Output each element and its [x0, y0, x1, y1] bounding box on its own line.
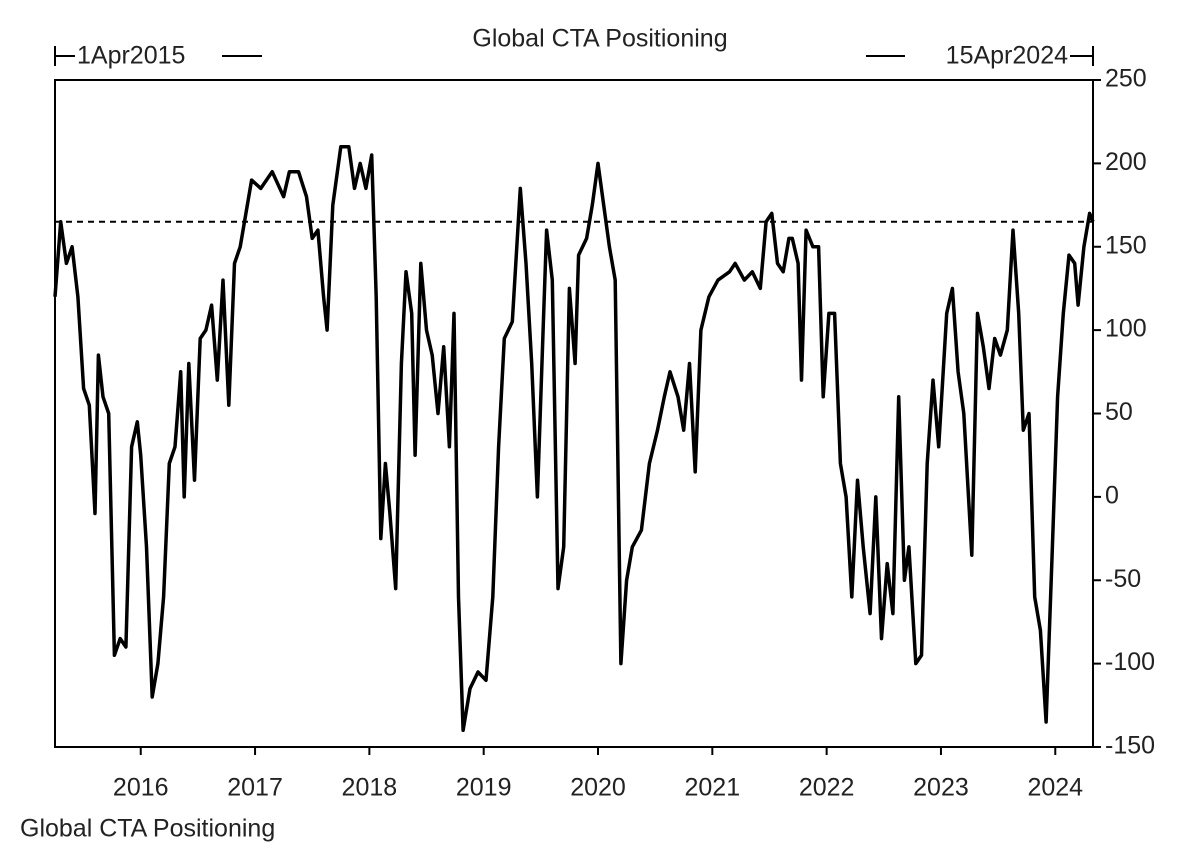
y-tick-label: -100 [1105, 648, 1155, 676]
y-tick-label: -150 [1105, 732, 1155, 760]
y-tick-label: 100 [1105, 315, 1147, 343]
start-date: 1Apr2015 [77, 42, 185, 70]
y-tick-label: 50 [1105, 398, 1133, 426]
chart-title: Global CTA Positioning [472, 25, 727, 53]
x-tick-label: 2021 [685, 774, 741, 802]
y-tick-label: 0 [1105, 481, 1119, 509]
legend-label: Global CTA Positioning [20, 815, 275, 843]
y-tick-label: 250 [1105, 65, 1147, 93]
end-date: 15Apr2024 [946, 42, 1068, 70]
x-tick-label: 2018 [342, 774, 398, 802]
x-tick-label: 2020 [570, 774, 626, 802]
x-tick-label: 2024 [1027, 774, 1083, 802]
x-tick-label: 2023 [913, 774, 969, 802]
x-tick-label: 2016 [113, 774, 169, 802]
x-tick-label: 2017 [227, 774, 283, 802]
x-tick-label: 2019 [456, 774, 512, 802]
y-tick-label: -50 [1105, 565, 1141, 593]
series-line [53, 144, 1095, 733]
x-tick-label: 2022 [799, 774, 855, 802]
y-tick-label: 150 [1105, 231, 1147, 259]
y-tick-label: 200 [1105, 148, 1147, 176]
